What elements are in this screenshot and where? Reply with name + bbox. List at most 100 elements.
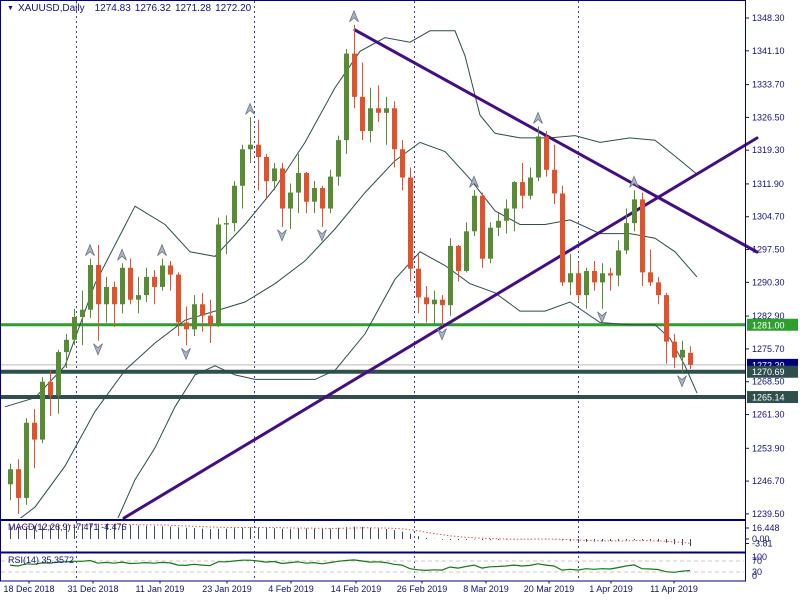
candle	[104, 276, 109, 323]
candle	[32, 409, 37, 469]
svg-text:1281.00: 1281.00	[752, 320, 785, 330]
candle	[64, 333, 69, 369]
svg-text:1282.90: 1282.90	[752, 311, 785, 321]
candle	[296, 153, 301, 214]
candle	[688, 346, 693, 370]
rsi-indicator-label: RSI(14) 35.3572	[8, 555, 75, 565]
fractal-up-icon	[629, 175, 639, 188]
candle	[160, 258, 165, 291]
candle	[424, 286, 429, 323]
pane-borders	[0, 0, 746, 582]
fractal-up-icon	[533, 111, 543, 124]
candle	[360, 62, 365, 141]
fractal-down-icon	[677, 375, 687, 388]
candle	[352, 24, 357, 109]
candle	[656, 276, 661, 305]
svg-text:1265.14: 1265.14	[752, 393, 785, 403]
candle	[376, 85, 381, 122]
candle	[256, 119, 261, 191]
svg-text:11 Apr 2019: 11 Apr 2019	[650, 584, 698, 594]
chart-title: ▼ XAUUSD,Daily 1274.83 1276.32 1271.28 1272.2…	[7, 3, 255, 14]
svg-text:18 Dec 2018: 18 Dec 2018	[3, 584, 54, 594]
candle	[576, 263, 581, 302]
candle	[592, 260, 597, 291]
candle	[536, 126, 541, 182]
svg-text:30: 30	[752, 567, 762, 577]
candle	[144, 267, 149, 302]
candle	[168, 260, 173, 291]
fractal-down-icon	[277, 229, 287, 242]
symbol-timeframe: XAUUSD,Daily	[17, 3, 85, 14]
candles-layer	[8, 24, 693, 514]
fractal-up-icon	[157, 243, 167, 256]
candle	[248, 117, 253, 163]
candle	[272, 162, 277, 191]
svg-text:100: 100	[752, 552, 767, 562]
candle	[136, 276, 141, 314]
month-separators	[76, 1, 579, 581]
candle	[472, 190, 477, 236]
svg-text:1304.70: 1304.70	[752, 212, 785, 222]
svg-text:20 Mar 2019: 20 Mar 2019	[524, 584, 575, 594]
candle	[120, 263, 125, 314]
macd-values: -7.471 -4.476	[73, 522, 127, 532]
svg-text:1261.30: 1261.30	[752, 410, 785, 420]
candle	[368, 87, 373, 143]
candle	[640, 192, 645, 287]
candle	[416, 254, 421, 314]
candle	[224, 215, 229, 255]
candle	[176, 272, 181, 337]
svg-text:1275.70: 1275.70	[752, 344, 785, 354]
candle	[560, 185, 565, 287]
horizontal-level-lines[interactable]	[1, 323, 745, 400]
svg-text:26 Feb 2019: 26 Feb 2019	[397, 584, 448, 594]
svg-text:1270.69: 1270.69	[752, 367, 785, 377]
fractal-up-icon	[245, 102, 255, 115]
svg-text:14 Feb 2019: 14 Feb 2019	[331, 584, 382, 594]
candle	[624, 208, 629, 255]
candle	[496, 213, 501, 236]
ohlc-high: 1276.32	[134, 3, 171, 14]
svg-text:16.448: 16.448	[752, 523, 780, 533]
candle	[432, 290, 437, 325]
candle	[240, 144, 245, 209]
candle	[400, 140, 405, 191]
candle	[320, 185, 325, 227]
candle	[216, 217, 221, 328]
candle	[608, 267, 613, 291]
symbol-dropdown-icon[interactable]: ▼	[7, 5, 14, 12]
candle	[264, 153, 269, 200]
time-axis[interactable]: 18 Dec 2018 31 Dec 2018 11 Jan 2019 23 Jan …	[3, 580, 698, 595]
svg-text:0: 0	[752, 571, 757, 581]
svg-text:1253.90: 1253.90	[752, 443, 785, 453]
candle	[568, 254, 573, 296]
price-axis[interactable]: 1348.30 1341.10 1333.70 1326.50 1319.30 1311.…	[745, 13, 785, 581]
candle	[408, 167, 413, 282]
candle	[552, 144, 557, 204]
candle	[112, 281, 117, 328]
svg-text:0.00: 0.00	[752, 534, 770, 544]
svg-text:1341.10: 1341.10	[752, 46, 785, 56]
candle	[304, 172, 309, 214]
candle	[48, 370, 53, 416]
svg-text:8 Mar 2019: 8 Mar 2019	[463, 584, 509, 594]
rsi-pane	[1, 559, 744, 573]
candle	[504, 199, 509, 234]
ohlc-low: 1271.28	[174, 3, 212, 14]
svg-text:11 Jan 2019: 11 Jan 2019	[136, 584, 185, 594]
trendlines[interactable]	[122, 28, 759, 520]
candle	[40, 377, 45, 444]
svg-text:1297.50: 1297.50	[752, 245, 785, 255]
candle	[152, 270, 157, 305]
candle	[512, 181, 517, 232]
candle	[648, 249, 653, 287]
candle	[440, 295, 445, 326]
svg-text:1290.30: 1290.30	[752, 277, 785, 287]
candle	[80, 290, 85, 346]
candle	[72, 308, 77, 346]
candle	[88, 258, 93, 318]
fractal-up-icon	[349, 9, 359, 23]
fractal-down-icon	[597, 311, 607, 324]
